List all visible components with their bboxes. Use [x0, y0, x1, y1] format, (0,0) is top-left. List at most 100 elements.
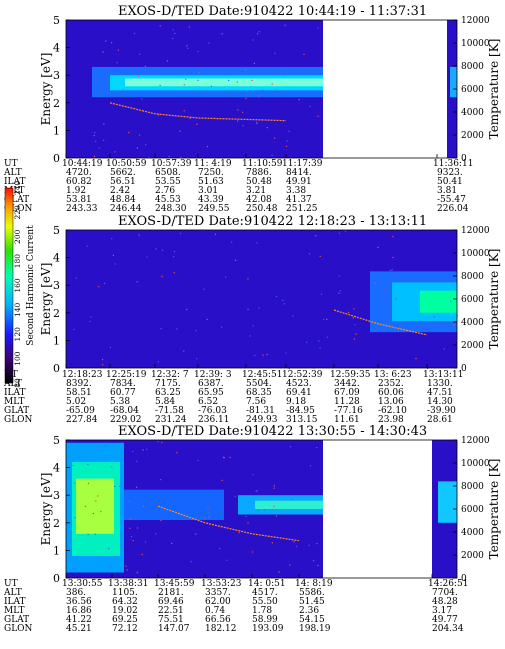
orbit-value: -76.03 — [198, 406, 227, 416]
noise-speck — [172, 37, 174, 40]
orbit-value: 8392. — [66, 379, 92, 389]
noise-speck — [251, 79, 253, 81]
y-tick-label: 5 — [53, 434, 60, 447]
orbit-value: 11:17:39 — [282, 159, 323, 169]
y-tick-label: 3 — [53, 69, 60, 82]
orbit-value: 193.09 — [252, 624, 284, 634]
panel-title: EXOS-D/TED Date:910422 13:30:55 - 14:30:… — [118, 424, 427, 439]
orbit-value: 58.99 — [252, 615, 278, 625]
orbit-value: 2.76 — [155, 186, 175, 196]
noise-speck — [255, 490, 257, 492]
orbit-row-label: GLAT — [4, 195, 29, 205]
noise-speck — [128, 131, 130, 134]
noise-speck — [87, 463, 89, 465]
orbit-value: 11.61 — [334, 415, 360, 425]
orbit-row-label: UT — [4, 159, 18, 169]
noise-speck — [453, 324, 455, 326]
noise-speck — [355, 333, 357, 335]
noise-speck — [171, 542, 173, 544]
orbit-value: 50.48 — [246, 177, 272, 187]
noise-speck — [197, 51, 199, 53]
noise-speck — [338, 232, 340, 234]
noise-speck — [258, 95, 260, 97]
spectrogram-panel: EXOS-D/TED Date:910422 12:18:23 - 13:13:… — [3, 181, 501, 425]
noise-speck — [219, 547, 221, 550]
y-tick-label: 0 — [53, 362, 60, 375]
orbit-value: 48.84 — [110, 195, 136, 205]
orbit-value: 4517. — [252, 588, 278, 598]
orbit-value: 72.12 — [112, 624, 138, 634]
noise-speck — [374, 282, 376, 284]
orbit-value: 2.42 — [110, 186, 130, 196]
noise-speck — [160, 479, 162, 481]
right-tick-label: 10000 — [461, 459, 490, 469]
orbit-value: 60.06 — [378, 388, 404, 398]
noise-speck — [273, 487, 275, 489]
noise-speck — [284, 24, 286, 26]
noise-speck — [160, 328, 162, 330]
orbit-value: 5586. — [299, 588, 325, 598]
noise-speck — [252, 325, 254, 327]
orbit-value: -81.31 — [246, 406, 275, 416]
orbit-value: 1.78 — [252, 606, 272, 616]
orbit-value: 0.74 — [205, 606, 225, 616]
orbit-value: 53.55 — [155, 177, 181, 187]
colorbar-tick-label: 80 — [13, 378, 22, 388]
right-tick-label: 8000 — [461, 62, 484, 72]
noise-speck — [258, 96, 260, 98]
y-tick-label: 1 — [53, 544, 60, 557]
noise-speck — [275, 515, 278, 517]
right-tick-label: 0 — [461, 364, 467, 374]
noise-speck — [257, 510, 259, 512]
noise-speck — [189, 117, 191, 119]
noise-speck — [183, 84, 185, 86]
noise-speck — [338, 292, 340, 294]
orbit-row-label: UT — [4, 579, 18, 589]
noise-speck — [139, 53, 141, 55]
noise-speck — [271, 83, 273, 85]
orbit-value: 313.15 — [286, 415, 318, 425]
noise-speck — [223, 456, 225, 458]
orbit-value: 53.81 — [66, 195, 92, 205]
noise-speck — [111, 42, 113, 44]
orbit-value: 12:52:39 — [282, 370, 323, 380]
noise-speck — [289, 564, 291, 566]
noise-speck — [319, 347, 321, 349]
noise-speck — [258, 307, 260, 309]
noise-speck — [155, 533, 157, 535]
noise-speck — [316, 446, 318, 449]
noise-speck — [223, 457, 225, 459]
emission-region-core — [76, 478, 114, 534]
colorbar-label: Second Harmonic Current — [26, 225, 36, 346]
orbit-value: 3.17 — [432, 606, 452, 616]
noise-speck — [353, 308, 355, 310]
y-axis-label: Energy [eV] — [39, 263, 53, 336]
noise-speck — [238, 532, 240, 534]
noise-speck — [73, 328, 75, 330]
right-tick-label: 6000 — [461, 505, 484, 515]
y-axis-label: Energy [eV] — [39, 53, 53, 126]
orbit-value: 42.08 — [246, 195, 272, 205]
noise-speck — [172, 256, 175, 258]
right-axis-label: Temperature [K] — [487, 249, 501, 350]
noise-speck — [318, 340, 320, 342]
orbit-row-label: ILAT — [4, 388, 26, 398]
noise-speck — [102, 359, 104, 361]
orbit-value: 229.02 — [110, 415, 142, 425]
noise-speck — [226, 559, 228, 561]
orbit-value: 204.34 — [432, 624, 464, 634]
orbit-value: 11:36:11 — [433, 159, 473, 169]
orbit-value: 69.25 — [112, 615, 138, 625]
noise-speck — [157, 441, 159, 443]
noise-speck — [114, 485, 116, 487]
noise-speck — [237, 109, 239, 111]
orbit-value: 2181. — [158, 588, 184, 598]
noise-speck — [196, 358, 198, 360]
colorbar-tick-label: 180 — [13, 254, 22, 269]
noise-speck — [124, 493, 126, 495]
noise-speck — [95, 447, 97, 449]
colorbar-tick-label: 140 — [13, 303, 22, 318]
noise-speck — [288, 130, 290, 132]
orbit-value: 3.01 — [198, 186, 218, 196]
orbit-value: 12:45:51 — [242, 370, 282, 380]
